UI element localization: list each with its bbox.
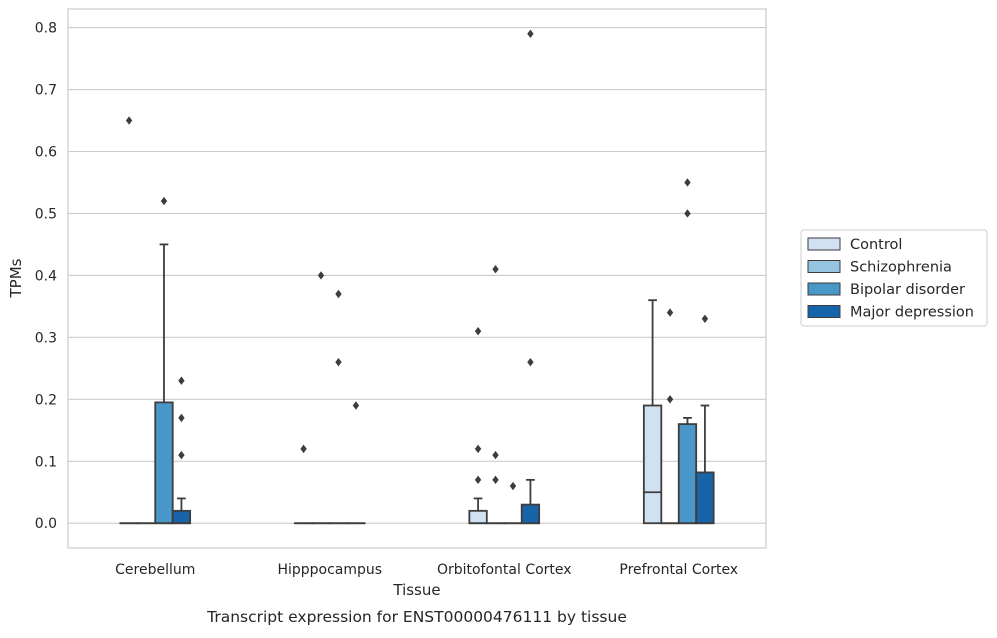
box [469, 511, 486, 523]
legend-entry: Major depression [850, 305, 974, 321]
legend-swatch [808, 261, 840, 273]
y-tick-label: 0.5 [35, 206, 57, 222]
y-tick-label: 0.7 [35, 83, 57, 99]
box [155, 402, 172, 523]
x-tick-label: Hipppocampus [277, 562, 382, 578]
y-tick-label: 0.3 [35, 330, 57, 346]
box [522, 505, 539, 524]
legend: Control Schizophrenia Bipolar disorder Majo… [801, 230, 987, 326]
y-tick-label: 0.4 [35, 268, 57, 284]
x-axis-label: Tissue [392, 581, 440, 599]
y-tick-label: 0.6 [35, 144, 57, 160]
x-tick-label: Prefrontal Cortex [619, 562, 738, 578]
y-tick-label: 0.2 [35, 392, 57, 408]
box [696, 472, 713, 523]
legend-swatch [808, 283, 840, 295]
legend-swatch [808, 238, 840, 250]
legend-entry: Control [850, 237, 902, 253]
y-tick-label: 0.1 [35, 454, 57, 470]
y-tick-label: 0.8 [35, 21, 57, 37]
legend-swatch [808, 306, 840, 318]
x-tick-label: Cerebellum [115, 562, 195, 578]
y-tick-label: 0.0 [35, 516, 57, 532]
x-tick-label: Orbitofontal Cortex [437, 562, 572, 578]
box [679, 424, 696, 523]
chart-caption: Transcript expression for ENST0000047611… [206, 608, 627, 626]
box [173, 511, 190, 523]
y-axis: 0.0 0.1 0.2 0.3 0.4 0.5 0.6 0.7 0.8 [35, 21, 57, 533]
y-axis-label: TPMs [7, 258, 25, 298]
box [644, 406, 661, 524]
legend-entry: Bipolar disorder [850, 282, 965, 298]
box-group [679, 418, 696, 523]
x-axis: Cerebellum Hipppocampus Orbitofontal Corte… [115, 562, 738, 578]
legend-entry: Schizophrenia [850, 260, 952, 276]
